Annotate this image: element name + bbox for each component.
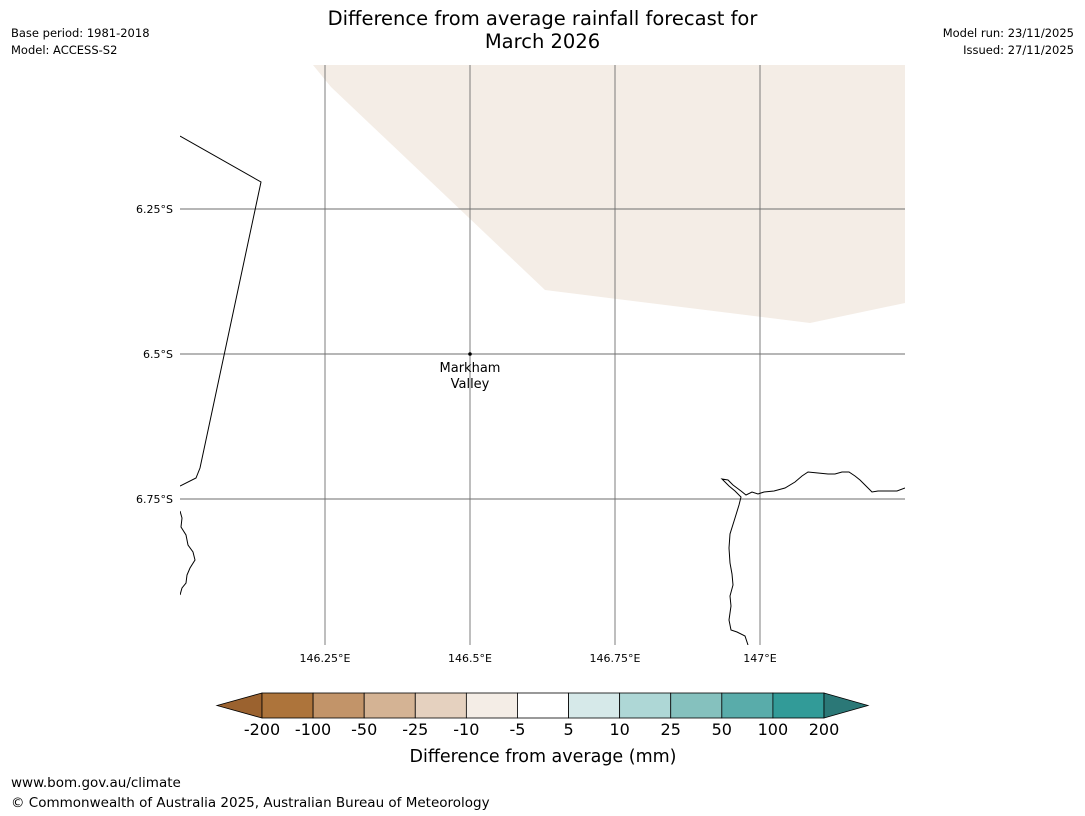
- coastline-east: [720, 471, 905, 645]
- colorbar-segment: [772, 692, 825, 719]
- issued-text: Issued: 27/11/2025: [963, 43, 1074, 57]
- colorbar-segment: [568, 692, 621, 719]
- colorbar-segment: [312, 692, 365, 719]
- lon-label-147: 147°E: [743, 652, 776, 665]
- colorbar-segment: [261, 692, 314, 719]
- colorbar-segment: [414, 692, 467, 719]
- colorbar-title: Difference from average (mm): [409, 747, 676, 767]
- colorbar-extend-low: [215, 692, 263, 719]
- colorbar-tick-label: 5: [563, 720, 573, 739]
- title-line-1: Difference from average rainfall forecas…: [327, 7, 758, 30]
- colorbar-tick-label: 200: [809, 720, 840, 739]
- colorbar-tick-label: -10: [453, 720, 479, 739]
- base-period-text: Base period: 1981-2018: [11, 26, 150, 40]
- colorbar-tick-label: 100: [758, 720, 789, 739]
- place-label-line-2: Valley: [451, 377, 490, 392]
- colorbar-segment: [670, 692, 723, 719]
- colorbar-tick-labels: -200 -100 -50 -25 -10 -5 5 10 25 50 100 200: [244, 720, 839, 739]
- colorbar: [215, 692, 870, 719]
- shaded-rainfall-region: [313, 65, 905, 323]
- colorbar-segment: [363, 692, 416, 719]
- colorbar-segment: [465, 692, 518, 719]
- coastline-west: [180, 510, 196, 596]
- lat-label-6-25: 6.25°S: [136, 203, 173, 216]
- chart-title: Difference from average rainfall forecas…: [0, 7, 1085, 53]
- colorbar-tick-label: -5: [509, 720, 525, 739]
- border-line: [180, 135, 262, 487]
- place-label-line-1: Markham: [440, 361, 501, 376]
- model-text: Model: ACCESS-S2: [11, 43, 118, 57]
- footer-url: www.bom.gov.au/climate: [11, 775, 181, 791]
- colorbar-segment: [619, 692, 672, 719]
- lon-label-146-5: 146.5°E: [448, 652, 492, 665]
- model-run-text: Model run: 23/11/2025: [942, 26, 1074, 40]
- colorbar-tick-label: 25: [661, 720, 681, 739]
- colorbar-segment: [721, 692, 774, 719]
- colorbar-tick-label: -100: [295, 720, 331, 739]
- colorbar-tick-label: -25: [402, 720, 428, 739]
- footer-copyright: © Commonwealth of Australia 2025, Austra…: [11, 795, 490, 811]
- lat-label-6-5: 6.5°S: [143, 348, 173, 361]
- lon-label-146-75: 146.75°E: [590, 652, 641, 665]
- colorbar-tick-label: -200: [244, 720, 280, 739]
- place-marker: [468, 352, 472, 356]
- lon-label-146-25: 146.25°E: [300, 652, 351, 665]
- model-info: Base period: 1981-2018 Model: ACCESS-S2: [11, 25, 150, 59]
- colorbar-tick-label: 10: [609, 720, 629, 739]
- colorbar-tick-label: 50: [712, 720, 732, 739]
- colorbar-tick-label: -50: [351, 720, 377, 739]
- colorbar-segment: [517, 692, 569, 719]
- graticule: [180, 65, 905, 645]
- colorbar-extend-high: [823, 692, 870, 719]
- lat-label-6-75: 6.75°S: [136, 493, 173, 506]
- title-line-2: March 2026: [484, 30, 601, 53]
- run-info: Model run: 23/11/2025 Issued: 27/11/2025: [943, 25, 1074, 59]
